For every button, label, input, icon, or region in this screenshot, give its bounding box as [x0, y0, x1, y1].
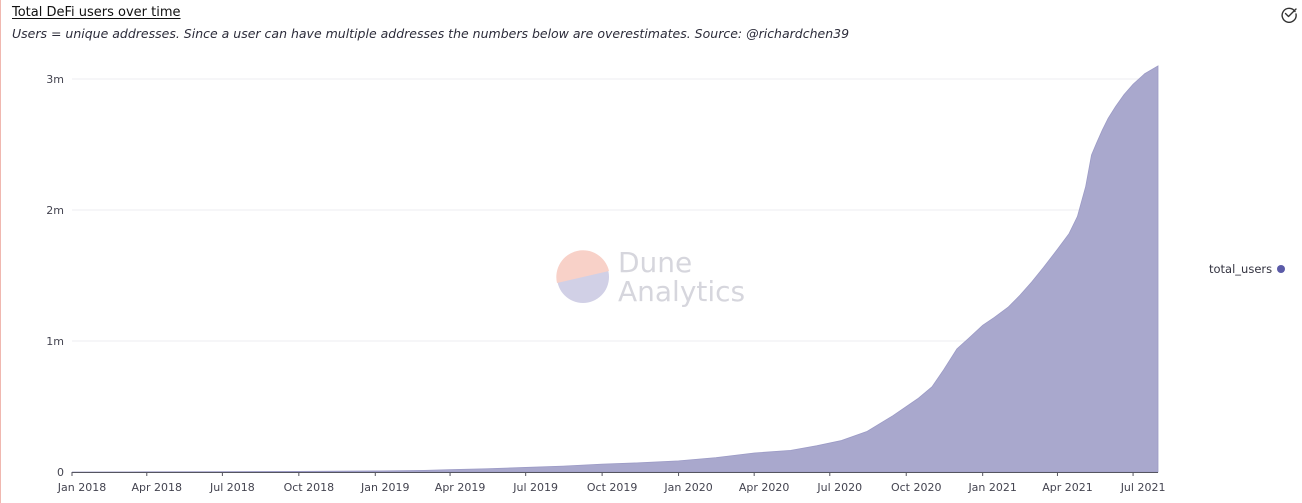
- legend-label: total_users: [1209, 262, 1273, 276]
- x-tick-label: Apr 2020: [739, 481, 790, 494]
- x-tick-label: Jan 2018: [57, 481, 106, 494]
- x-tick-label: Jan 2021: [967, 481, 1016, 494]
- series-area-group: [71, 65, 1159, 473]
- x-tick-label: Oct 2020: [891, 481, 942, 494]
- x-tick-label: Apr 2019: [435, 481, 486, 494]
- x-tick-label: Jul 2020: [816, 481, 862, 494]
- legend-item-total-users[interactable]: total_users: [1209, 262, 1286, 276]
- chart-subtitle: Users = unique addresses. Since a user c…: [12, 26, 850, 41]
- y-tick-label: 2m: [46, 204, 64, 217]
- panel-left-border: [0, 0, 1, 503]
- x-tick-label: Jul 2021: [1120, 481, 1166, 494]
- legend-dot-icon: [1277, 265, 1286, 273]
- gridlines: [72, 78, 1158, 342]
- x-tick-label: Jul 2018: [209, 481, 255, 494]
- y-tick-label: 0: [57, 466, 64, 479]
- x-tick-label: Oct 2019: [587, 481, 638, 494]
- axes: 0 1m 2m 3m Jan 2018 Apr 2018 Jul 2018 Oct 2018 J…: [46, 73, 1165, 494]
- x-tick-label: Jan 2019: [360, 481, 409, 494]
- x-tick-label: Jul 2019: [512, 481, 558, 494]
- x-tick-label: Apr 2021: [1042, 481, 1093, 494]
- y-tick-label: 1m: [46, 335, 64, 348]
- y-tick-label: 3m: [46, 73, 64, 86]
- x-tick-label: Jan 2020: [663, 481, 712, 494]
- chart-title[interactable]: Total DeFi users over time: [12, 5, 181, 20]
- x-tick-label: Oct 2018: [284, 481, 335, 494]
- series-area-total-users: [71, 65, 1159, 473]
- x-tick-label: Apr 2018: [132, 481, 183, 494]
- check-circle-icon[interactable]: [1280, 5, 1298, 23]
